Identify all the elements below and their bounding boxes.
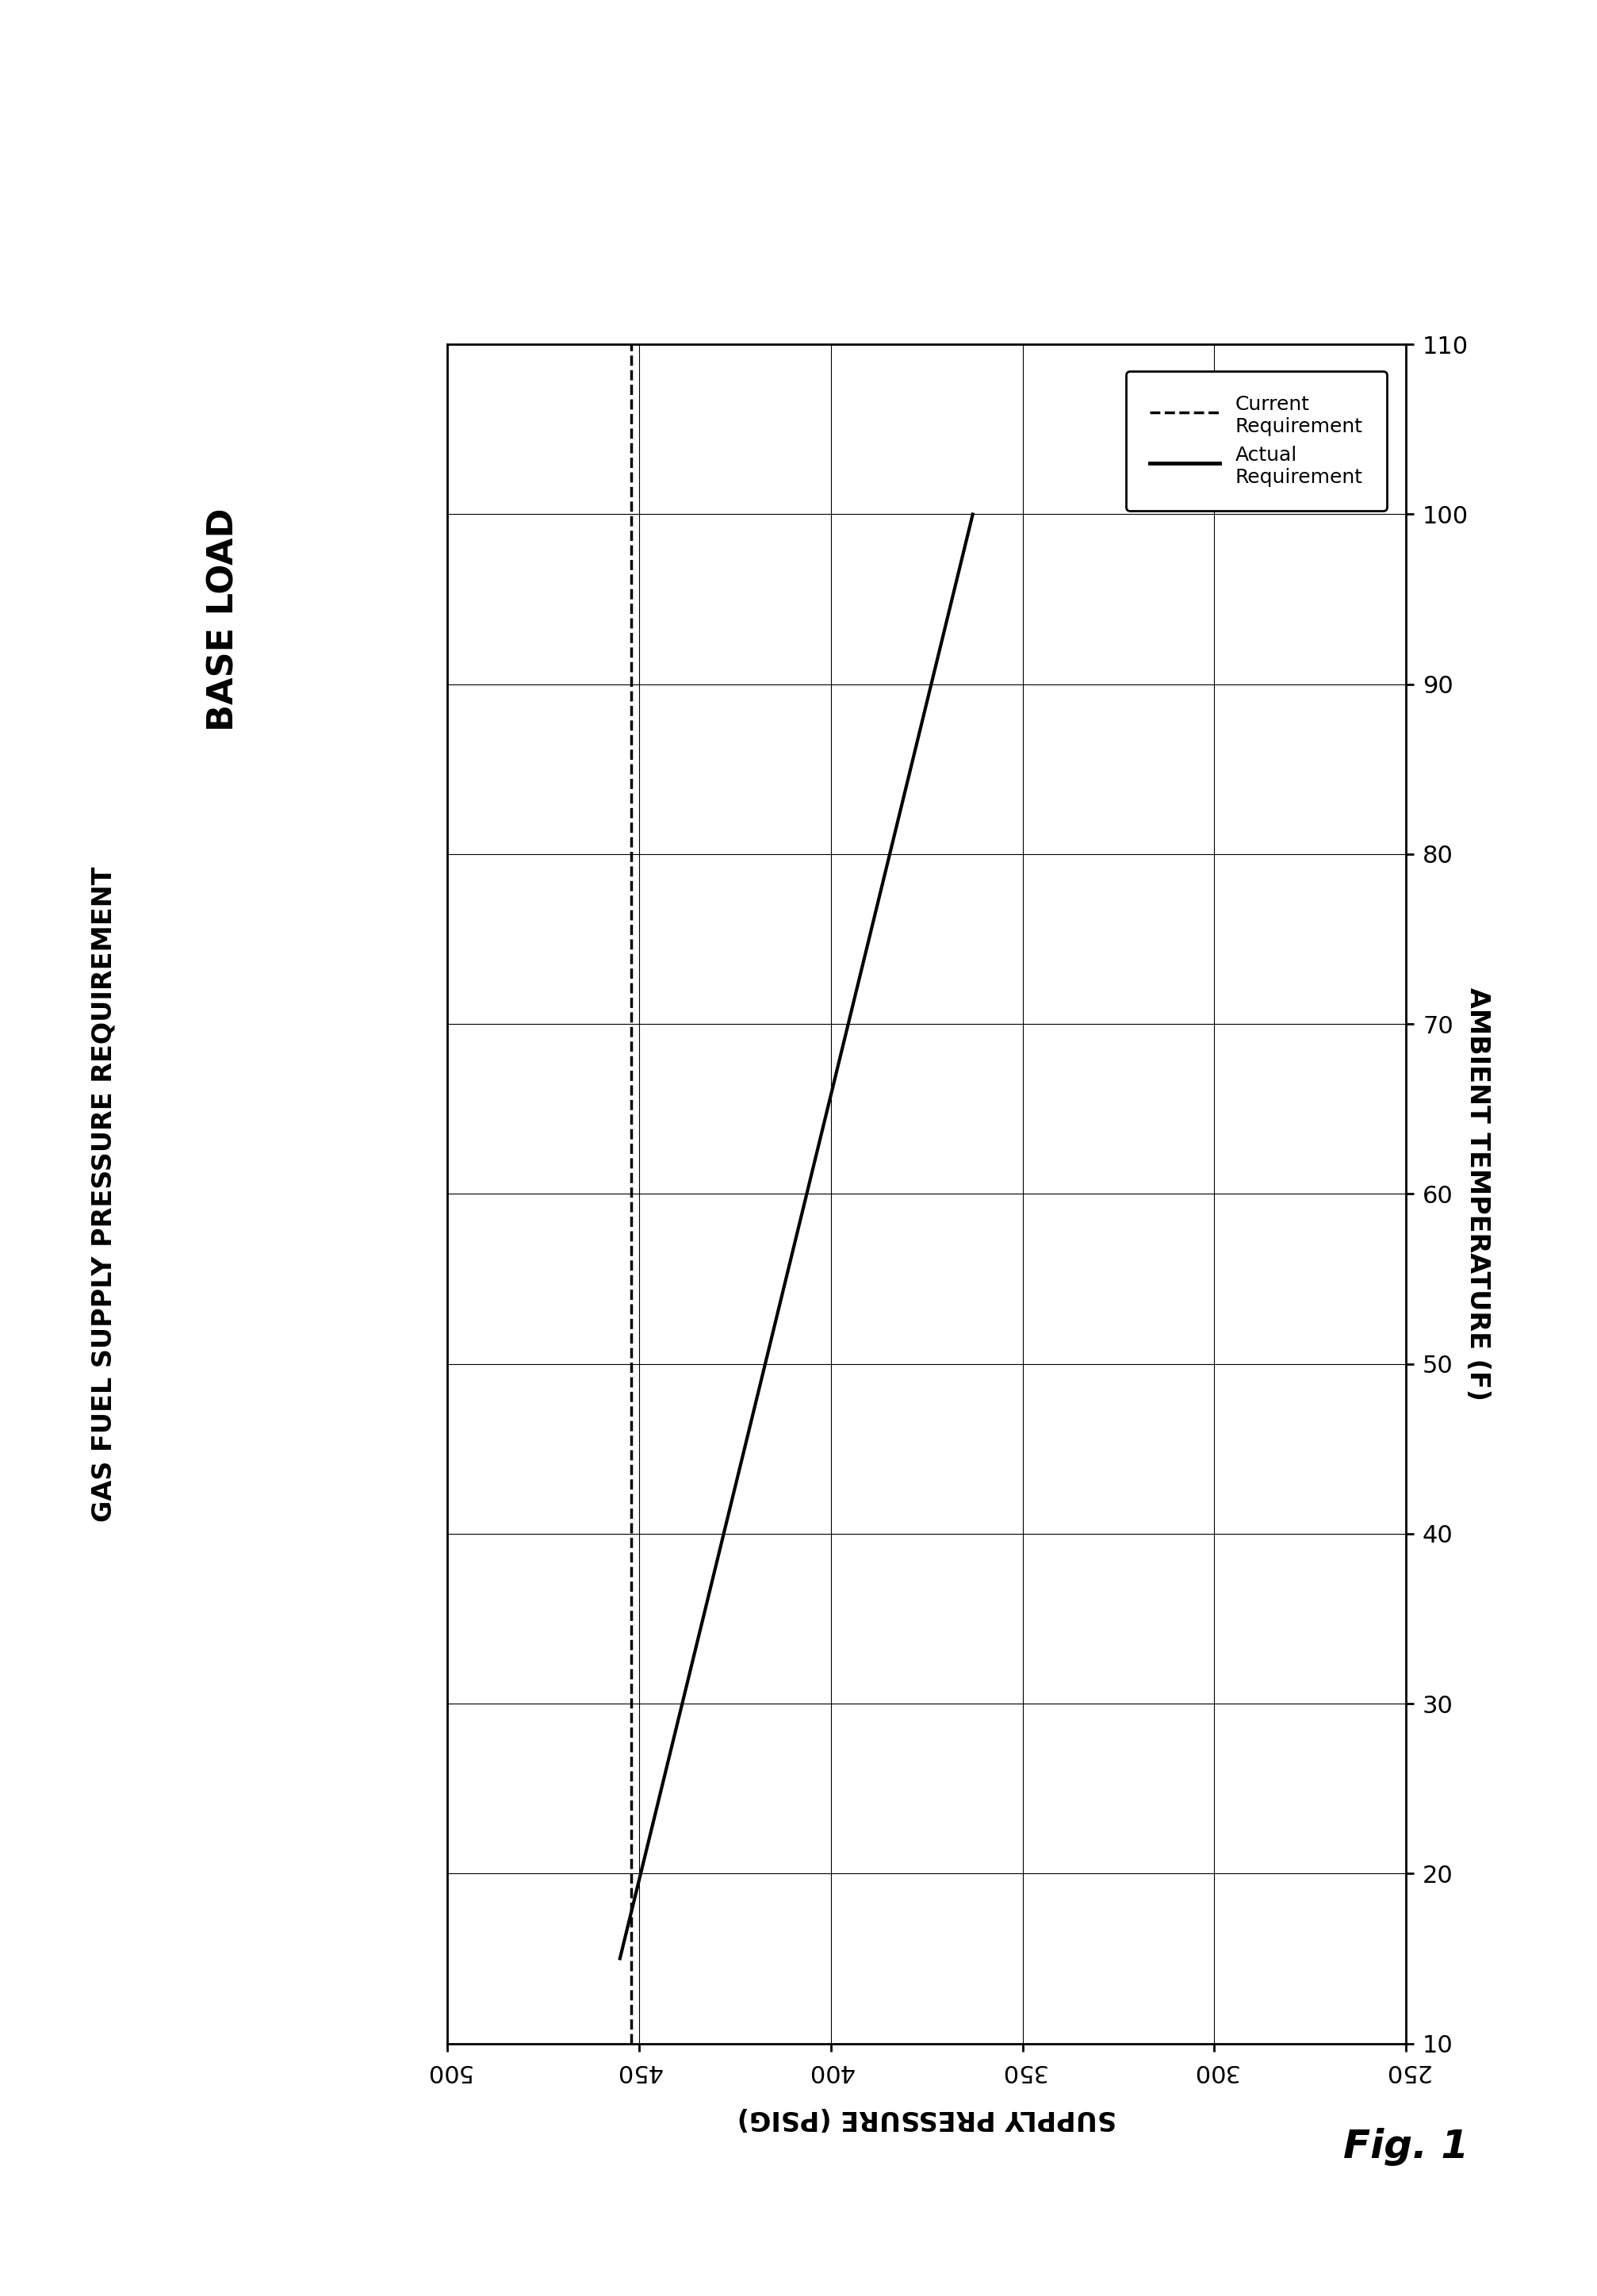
Text: BASE LOAD: BASE LOAD (206, 507, 241, 732)
Y-axis label: AMBIENT TEMPERATURE (F): AMBIENT TEMPERATURE (F) (1464, 987, 1490, 1401)
X-axis label: SUPPLY PRESSURE (PSIG): SUPPLY PRESSURE (PSIG) (736, 2105, 1116, 2131)
Legend: Current
Requirement, Actual
Requirement: Current Requirement, Actual Requirement (1126, 372, 1386, 512)
Text: Fig. 1: Fig. 1 (1343, 2128, 1468, 2165)
Text: GAS FUEL SUPPLY PRESSURE REQUIREMENT: GAS FUEL SUPPLY PRESSURE REQUIREMENT (91, 866, 117, 1522)
